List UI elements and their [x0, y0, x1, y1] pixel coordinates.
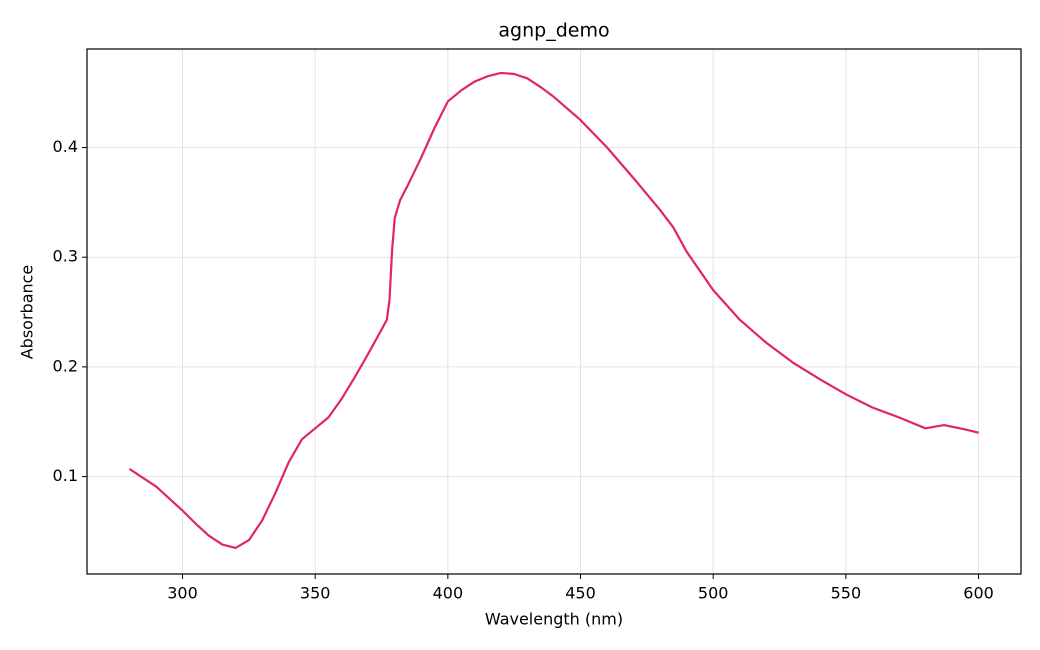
y-tick-label: 0.4: [53, 137, 78, 156]
x-axis-label: Wavelength (nm): [485, 610, 623, 629]
chart-title: agnp_demo: [498, 20, 609, 42]
x-tick-label: 500: [698, 584, 729, 603]
x-tick-label: 300: [167, 584, 198, 603]
x-tick-label: 550: [831, 584, 862, 603]
x-tick-label: 350: [300, 584, 331, 603]
y-tick-label: 0.2: [53, 356, 78, 375]
y-tick-label: 0.1: [53, 466, 78, 485]
x-tick-label: 400: [433, 584, 464, 603]
data-line: [128, 71, 979, 549]
plot-frame: [86, 48, 1022, 575]
y-tick-label: 0.3: [53, 247, 78, 266]
x-tick-label: 600: [963, 584, 994, 603]
x-tick-label: 450: [565, 584, 596, 603]
y-axis-label: Absorbance: [18, 265, 37, 360]
